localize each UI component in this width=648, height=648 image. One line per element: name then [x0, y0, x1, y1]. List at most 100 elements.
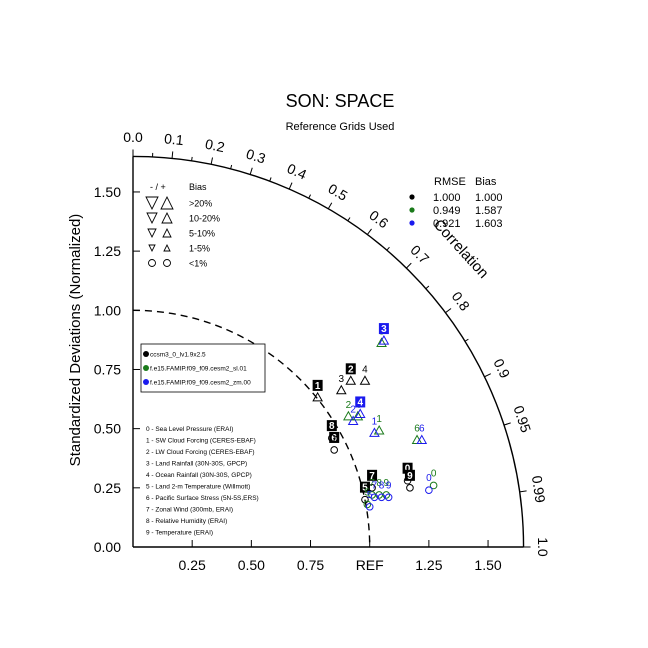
corr-tick-label: 0.6 — [366, 207, 391, 232]
corr-minor-tick — [464, 338, 469, 342]
variable-legend-item: 4 - Ocean Rainfall (30N-30S, GPCP) — [146, 472, 252, 479]
variable-legend-item: 0 - Sea Level Pressure (ERAI) — [146, 426, 233, 433]
x-tick-label: 0.75 — [297, 557, 324, 573]
bias-legend-up-triangle — [163, 243, 171, 252]
variable-legend-item: 5 - Land 2-m Temperature (Willmott) — [146, 484, 250, 491]
corr-tick-label: 0.5 — [325, 180, 350, 204]
data-point-label: 5 — [367, 490, 373, 501]
data-point-label: 8 — [376, 478, 382, 489]
data-point-label: 9 — [407, 471, 413, 482]
y-tick-label: 1.00 — [94, 302, 121, 318]
data-point-marker — [368, 484, 376, 492]
data-point-label: 6 — [419, 423, 425, 434]
x-tick-label: 1.25 — [415, 557, 442, 573]
data-point-marker — [425, 486, 433, 494]
x-tick-label: 0.50 — [238, 557, 265, 573]
y-tick-label: 1.25 — [94, 243, 121, 259]
variable-legend-item: 1 - SW Cloud Forcing (CERES-EBAF) — [146, 438, 256, 445]
stats-color-dot — [409, 207, 415, 213]
data-point-marker — [347, 415, 359, 426]
data-point-label-box — [312, 379, 323, 391]
stats-bias-value: 1.587 — [475, 205, 503, 217]
stats-bias-value: 1.603 — [475, 218, 503, 230]
bias-legend-down-triangle — [148, 244, 156, 253]
variable-legend-item: 2 - LW Cloud Forcing (CERES-EBAF) — [146, 449, 255, 456]
data-point-marker — [354, 408, 366, 418]
chart-subtitle: Reference Grids Used — [286, 121, 395, 133]
bias-legend-down-triangle — [146, 212, 158, 225]
data-point-label: 5 — [365, 487, 371, 498]
data-point-marker — [382, 491, 391, 499]
data-point-label: 9 — [383, 478, 389, 489]
corr-tick-label: 0.2 — [204, 136, 226, 156]
variable-legend-item: 3 - Land Rainfall (30N-30S, GPCP) — [146, 461, 247, 468]
bias-legend-label: 5-10% — [189, 229, 215, 239]
data-point-marker — [429, 481, 438, 490]
bias-legend-label: 1-5% — [189, 244, 210, 254]
stats-header-rmse: RMSE — [434, 176, 466, 188]
data-point-label-box — [359, 481, 370, 493]
variable-legend-item: 9 - Temperature (ERAI) — [146, 530, 213, 537]
data-point-label: 3 — [381, 324, 387, 335]
stats-color-dot — [409, 194, 415, 200]
bias-legend-up-triangle — [162, 227, 172, 238]
corr-tick-label: 0.8 — [449, 289, 474, 314]
chart-title: SON: SPACE — [286, 91, 395, 111]
corr-minor-tick — [425, 285, 430, 290]
corr-tick-mark — [210, 157, 214, 165]
data-point-label: 0 — [431, 468, 437, 479]
corr-tick-mark — [171, 151, 174, 159]
case-legend-label: f.e15.FAMIP.f09_f09.cesm2_sl.01 — [150, 365, 247, 372]
data-point-marker — [365, 502, 374, 511]
corr-minor-tick — [347, 217, 351, 222]
case-legend-box — [140, 343, 266, 393]
corr-minor-tick — [269, 177, 272, 182]
data-point-marker — [416, 434, 428, 444]
corr-tick-label: 1.0 — [535, 537, 551, 557]
corr-tick-mark — [327, 202, 333, 210]
case-legend-dot — [143, 379, 149, 385]
data-point-marker — [368, 491, 376, 499]
case-legend-label: ccsm3_0_lv1.9x2.5 — [150, 351, 206, 358]
data-point-marker — [411, 434, 423, 444]
data-point-marker — [375, 491, 383, 499]
data-point-label: 1 — [315, 381, 321, 392]
stats-rmse-value: 0.949 — [433, 205, 461, 217]
data-point-marker — [373, 424, 385, 435]
data-point-marker — [377, 493, 386, 502]
data-point-label: 7 — [372, 480, 378, 491]
corr-tick-label: 0.99 — [529, 475, 549, 504]
corr-tick-mark — [519, 490, 527, 493]
bias-legend-label: 10-20% — [189, 214, 220, 224]
data-point-marker — [352, 410, 364, 421]
y-tick-label: 1.50 — [94, 184, 121, 200]
corr-tick-mark — [445, 308, 452, 314]
data-point-label: 4 — [357, 397, 363, 408]
stats-bias-value: 1.000 — [475, 192, 503, 204]
data-point-label-box — [378, 323, 389, 335]
corr-tick-mark — [288, 182, 293, 190]
data-point-label: 7 — [369, 478, 375, 489]
data-point-label: 8 — [379, 480, 385, 491]
corr-tick-label: 0.1 — [163, 130, 184, 148]
y-tick-label: 0.00 — [94, 539, 121, 555]
y-tick-label: 0.75 — [94, 361, 121, 377]
data-point-marker — [345, 375, 357, 385]
data-point-marker — [378, 335, 390, 345]
corr-tick-mark — [366, 228, 372, 235]
corr-minor-tick — [308, 194, 311, 199]
y-tick-label: 0.50 — [94, 421, 121, 437]
bias-legend-label: >20% — [189, 199, 212, 209]
bias-legend-down-triangle — [147, 228, 157, 239]
corr-tick-label: 0.4 — [285, 160, 309, 183]
corr-minor-tick — [503, 423, 508, 426]
ref-label: REF — [356, 557, 384, 573]
bias-legend-circle — [148, 259, 156, 267]
bias-legend-up-triangle — [160, 195, 174, 210]
corr-minor-tick — [386, 246, 390, 251]
outer-arc — [132, 155, 525, 548]
stats-color-dot — [409, 220, 415, 226]
data-point-label: 6 — [414, 423, 420, 434]
bias-legend-down-triangle — [145, 196, 159, 211]
